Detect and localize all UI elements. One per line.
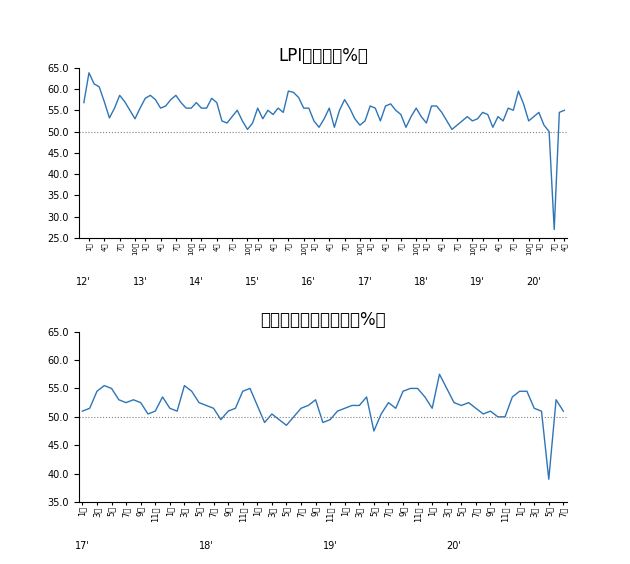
Title: LPI走势图（%）: LPI走势图（%）	[278, 47, 368, 65]
Title: 中国仓储指数走势图（%）: 中国仓储指数走势图（%）	[260, 311, 386, 329]
